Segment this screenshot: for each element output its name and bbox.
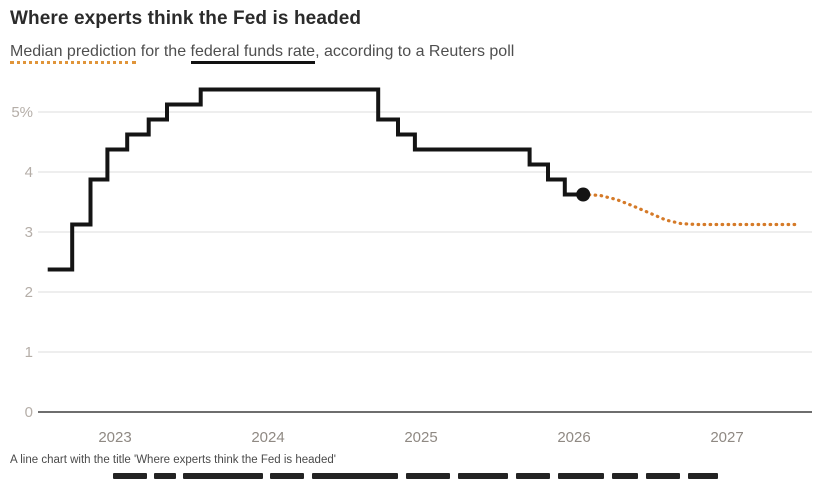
chart-alt-caption: A line chart with the title 'Where exper… [10,454,336,466]
cropped-bar-segment [154,473,176,479]
y-tick-label: 5% [11,104,33,121]
subtitle-text-tail: , according to a Reuters poll [315,43,515,60]
subtitle-forecast-legend-term: Median prediction [10,43,137,64]
history-line [47,87,584,272]
x-tick-label: 2027 [710,429,743,446]
end-marker-dot [576,187,591,202]
y-tick-label: 3 [25,224,33,241]
x-tick-label: 2025 [404,429,437,446]
chart-title: Where experts think the Fed is headed [10,8,362,29]
y-tick-label: 4 [25,164,33,181]
x-tick-label: 2026 [557,429,590,446]
cropped-bar-segment [688,473,718,479]
cropped-bottom-element [0,473,829,480]
subtitle-text: for the [136,43,191,60]
cropped-bar-segment [646,473,680,479]
cropped-bar-segment [558,473,604,479]
cropped-bar-segment [270,473,304,479]
chart-subtitle: Median prediction for the federal funds … [10,43,515,64]
x-tick-label: 2024 [251,429,284,446]
y-tick-label: 0 [25,404,33,421]
subtitle-actual-legend-term: federal funds rate [190,43,316,64]
cropped-bar-segment [516,473,550,479]
forecast-line [581,192,798,227]
cropped-bar-segment [183,473,263,479]
cropped-bar-segment [458,473,508,479]
cropped-bar-segment [406,473,450,479]
cropped-bar-segment [113,473,147,479]
cropped-bar-segment [312,473,398,479]
x-tick-label: 2023 [98,429,131,446]
cropped-bar-segment [612,473,638,479]
y-tick-label: 1 [25,344,33,361]
y-tick-label: 2 [25,284,33,301]
